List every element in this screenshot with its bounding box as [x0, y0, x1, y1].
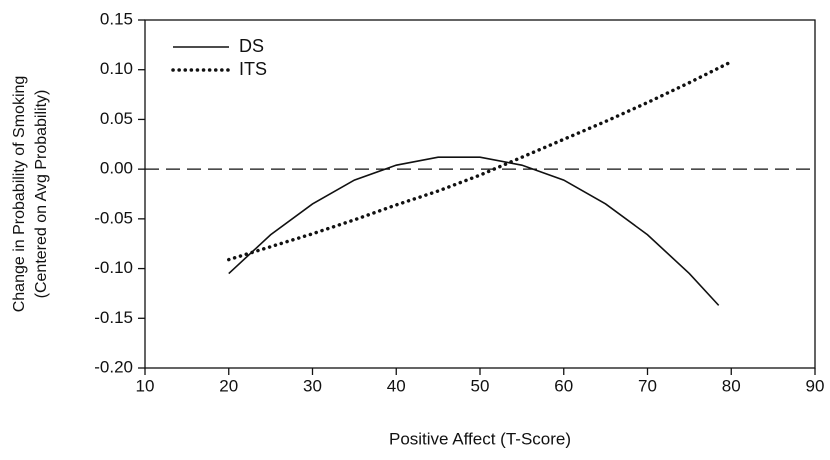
x-tick-label: 60: [554, 376, 573, 395]
y-tick-label: 0.05: [100, 109, 133, 128]
y-tick-label: -0.10: [94, 258, 133, 277]
y-tick-label: 0.10: [100, 59, 133, 78]
x-tick-label: 30: [303, 376, 322, 395]
x-tick-label: 80: [722, 376, 741, 395]
series-line: [227, 60, 733, 262]
y-tick-label: -0.05: [94, 208, 133, 227]
x-tick-label: 70: [638, 376, 657, 395]
series-line: [228, 156, 720, 306]
legend-label: DS: [239, 36, 264, 56]
legend: DS ITS: [171, 36, 267, 79]
y-tick-label: -0.20: [94, 357, 133, 376]
x-tick-label: 10: [136, 376, 155, 395]
legend-label: ITS: [239, 59, 267, 79]
y-tick-label: 0.00: [100, 159, 133, 178]
x-axis-label: Positive Affect (T-Score): [389, 429, 571, 448]
x-tick-label: 40: [387, 376, 406, 395]
x-tick-label: 50: [471, 376, 490, 395]
y-tick-label: 0.15: [100, 9, 133, 28]
x-tick-label: 20: [219, 376, 238, 395]
y-axis-label: (Centered on Avg Probability): [33, 90, 50, 299]
y-axis-label: Change in Probability of Smoking: [11, 76, 28, 313]
x-tick-label: 90: [806, 376, 825, 395]
y-tick-label: -0.15: [94, 308, 133, 327]
